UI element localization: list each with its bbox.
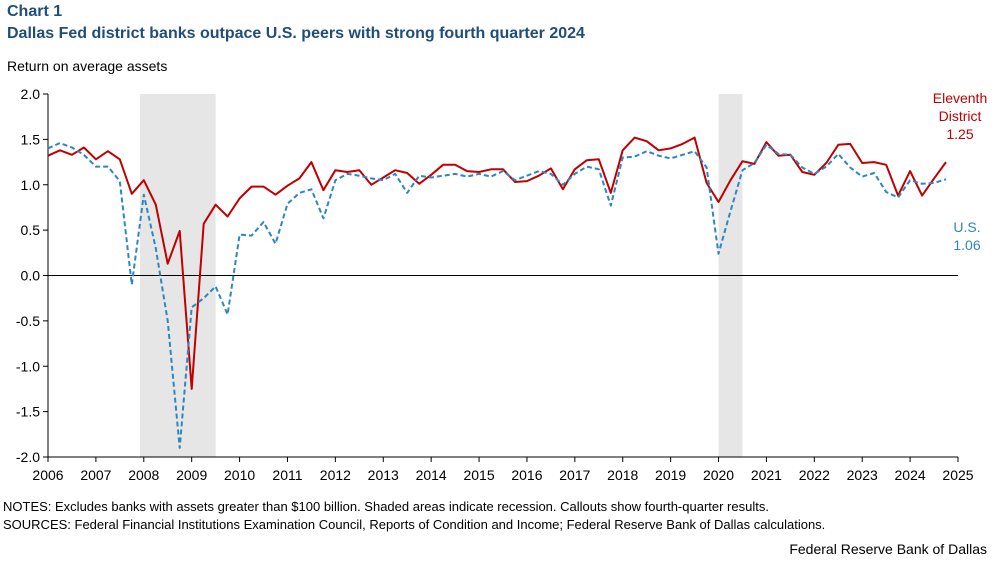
y-tick-label: 1.0 bbox=[21, 177, 41, 193]
credit-line: Federal Reserve Bank of Dallas bbox=[789, 541, 987, 557]
y-tick-label: -1.0 bbox=[16, 358, 40, 374]
us-callout: 1.06 bbox=[953, 237, 980, 253]
chart-number: Chart 1 bbox=[7, 3, 63, 20]
series-lines bbox=[47, 136, 947, 449]
x-tick-label: 2009 bbox=[176, 467, 207, 483]
x-tick-label: 2024 bbox=[895, 467, 926, 483]
chart-notes: NOTES: Excludes banks with assets greate… bbox=[3, 498, 825, 534]
x-tick-label: 2023 bbox=[847, 467, 878, 483]
x-tick-label: 2012 bbox=[320, 467, 351, 483]
callouts: Eleventh District 1.25 U.S. 1.06 bbox=[933, 90, 987, 253]
x-tick-label: 2015 bbox=[463, 467, 494, 483]
x-tick-label: 2021 bbox=[751, 467, 782, 483]
x-tick-label: 2010 bbox=[224, 467, 255, 483]
x-tick-label: 2014 bbox=[416, 467, 447, 483]
x-tick-label: 2013 bbox=[368, 467, 399, 483]
y-tick-label: 0.0 bbox=[21, 268, 41, 284]
x-tick-label: 2020 bbox=[703, 467, 734, 483]
sources-text: SOURCES: Federal Financial Institutions … bbox=[3, 517, 826, 532]
x-tick-label: 2017 bbox=[559, 467, 590, 483]
chart-title: Dallas Fed district banks outpace U.S. p… bbox=[7, 25, 585, 42]
y-tick-label: -2.0 bbox=[16, 449, 40, 465]
y-axis-label: Return on average assets bbox=[7, 58, 168, 74]
y-tick-label: -0.5 bbox=[16, 313, 40, 329]
eleventh-district-callout: District bbox=[939, 108, 982, 124]
eleventh-district-line bbox=[47, 136, 947, 390]
x-tick-label: 2025 bbox=[942, 467, 973, 483]
us-callout: U.S. bbox=[953, 219, 980, 235]
y-tick-label: -1.5 bbox=[16, 404, 40, 420]
y-tick-label: 0.5 bbox=[21, 222, 41, 238]
y-tick-label: 2.0 bbox=[21, 86, 41, 102]
eleventh-district-callout: Eleventh bbox=[933, 90, 987, 106]
y-tick-label: 1.5 bbox=[21, 131, 41, 147]
x-tick-label: 2008 bbox=[128, 467, 159, 483]
x-tick-label: 2006 bbox=[32, 467, 63, 483]
us-line bbox=[47, 142, 947, 449]
tick-labels: 2.0 1.5 1.0 0.5 0.0 -0.5 -1.0 -1.5 -2.0 2006 2007 2… bbox=[16, 86, 974, 483]
eleventh-district-callout: 1.25 bbox=[946, 126, 973, 142]
x-tick-label: 2007 bbox=[80, 467, 111, 483]
x-tick-label: 2011 bbox=[272, 467, 302, 483]
x-tick-label: 2016 bbox=[511, 467, 542, 483]
notes-text: NOTES: Excludes banks with assets greate… bbox=[3, 499, 769, 514]
x-tick-label: 2022 bbox=[799, 467, 830, 483]
x-tick-label: 2019 bbox=[655, 467, 686, 483]
x-tick-label: 2018 bbox=[607, 467, 638, 483]
